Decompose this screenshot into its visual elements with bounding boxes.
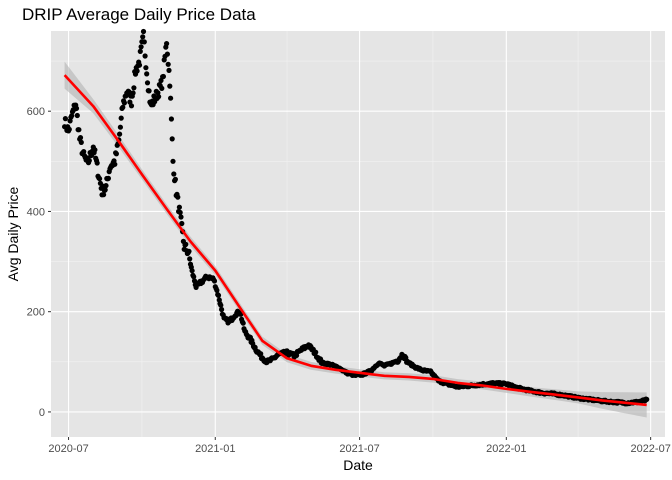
data-point: [186, 248, 192, 254]
data-point: [160, 73, 166, 80]
data-point: [219, 306, 225, 313]
data-point: [189, 268, 195, 274]
data-point: [183, 241, 189, 247]
x-axis: 2020-07 2021-01 2021-07 2022-01 2022-07: [48, 437, 671, 455]
data-point: [120, 104, 126, 110]
data-point: [76, 127, 82, 133]
data-point: [118, 115, 124, 121]
x-tick-label: 2021-07: [339, 443, 379, 455]
data-point: [218, 302, 224, 308]
data-point: [240, 320, 246, 326]
data-point: [103, 183, 109, 189]
data-point: [170, 158, 176, 164]
data-point: [144, 71, 150, 77]
data-point: [112, 161, 118, 167]
data-point: [117, 124, 123, 130]
data-point: [164, 51, 170, 57]
data-point: [126, 89, 132, 95]
data-point: [130, 90, 136, 96]
data-point: [644, 396, 650, 402]
data-point: [102, 187, 108, 193]
data-point: [134, 68, 140, 74]
data-point: [97, 176, 103, 182]
data-point: [176, 204, 182, 210]
data-point: [140, 34, 146, 40]
x-tick-label: 2021-01: [195, 443, 235, 455]
y-axis: 0 200 400 600: [27, 106, 51, 419]
data-point: [113, 151, 119, 157]
y-tick-label: 200: [27, 307, 45, 319]
data-point: [69, 113, 75, 119]
data-point: [175, 194, 181, 200]
data-point: [166, 67, 172, 73]
y-tick-label: 600: [27, 106, 45, 118]
data-point: [86, 158, 92, 164]
data-point: [92, 147, 98, 153]
data-point: [168, 116, 174, 122]
data-point: [172, 176, 178, 182]
data-point: [144, 80, 151, 86]
data-point: [164, 41, 170, 47]
smooth-line: [63, 74, 647, 407]
data-point: [191, 274, 197, 280]
data-point: [143, 65, 149, 71]
data-point: [137, 48, 143, 55]
data-point: [66, 126, 72, 132]
data-point: [94, 160, 100, 166]
data-point: [258, 351, 264, 357]
data-point: [62, 116, 68, 122]
smooth-trend-line: [63, 74, 647, 407]
y-axis-title: Avg Daily Price: [5, 186, 21, 281]
data-point: [81, 149, 87, 155]
data-point: [168, 95, 174, 101]
data-point: [215, 292, 222, 298]
data-point: [121, 100, 127, 106]
data-point: [105, 175, 111, 181]
data-point: [159, 85, 165, 91]
data-point: [187, 256, 193, 262]
data-point: [156, 94, 162, 100]
data-point: [313, 349, 319, 355]
data-point: [214, 287, 220, 293]
data-point: [178, 214, 184, 220]
data-point: [171, 171, 177, 177]
data-point: [294, 352, 300, 358]
y-tick-label: 0: [39, 407, 45, 419]
data-point: [128, 103, 135, 109]
x-tick-label: 2022-01: [486, 443, 526, 455]
data-point: [167, 83, 173, 89]
data-point: [74, 112, 80, 119]
x-axis-title: Date: [343, 457, 373, 473]
data-point: [165, 61, 171, 67]
chart-title: DRIP Average Daily Price Data: [22, 5, 256, 24]
data-point: [131, 85, 137, 91]
data-point: [179, 220, 185, 227]
y-tick-label: 400: [27, 206, 45, 218]
data-point: [101, 192, 107, 198]
x-tick-label: 2020-07: [48, 443, 88, 455]
data-point: [73, 105, 80, 111]
data-point: [78, 139, 84, 145]
data-point: [141, 39, 147, 45]
data-point: [177, 209, 183, 216]
data-point: [211, 278, 218, 284]
data-point: [117, 131, 123, 137]
x-tick-label: 2022-07: [630, 443, 670, 455]
data-point: [169, 136, 175, 142]
data-point: [142, 53, 148, 59]
data-point: [138, 44, 144, 50]
data-point: [77, 135, 84, 141]
data-point: [146, 88, 152, 94]
data-point: [140, 28, 147, 35]
data-point: [136, 62, 143, 68]
